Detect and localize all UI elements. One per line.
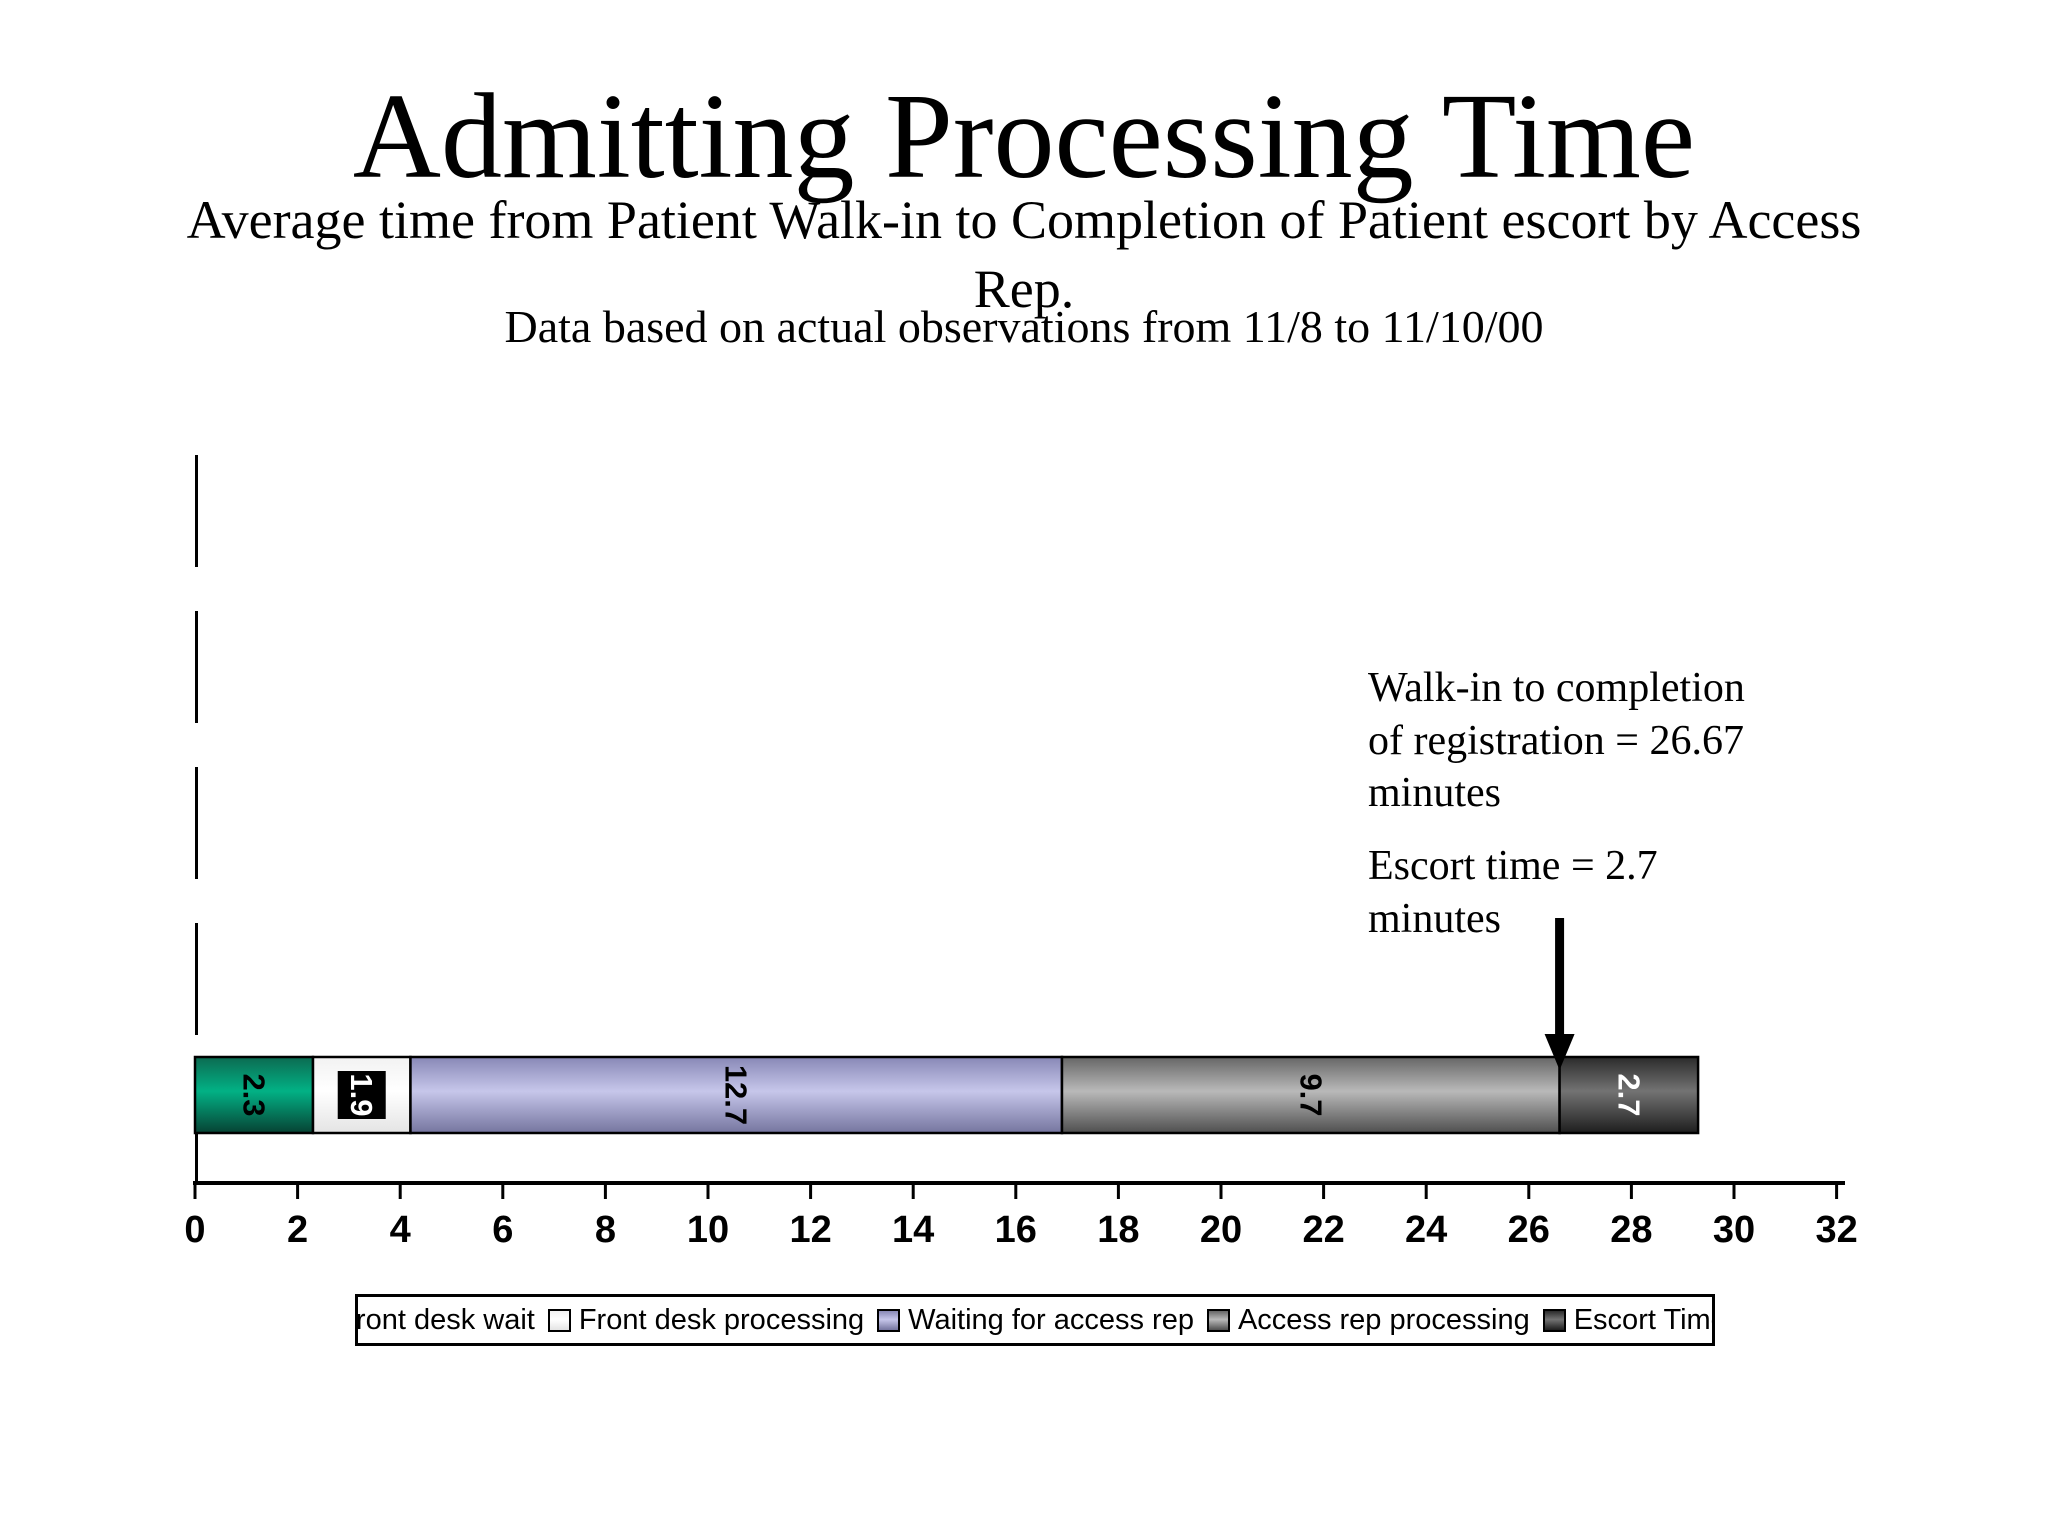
x-axis-tick-label: 8 xyxy=(595,1209,616,1251)
page-title: Admitting Processing Time xyxy=(352,69,1696,204)
x-axis-tick-label: 20 xyxy=(1200,1209,1242,1251)
legend-item-front-desk-processing: Front desk processing xyxy=(547,1303,865,1337)
x-axis-tick-label: 32 xyxy=(1815,1209,1857,1251)
data-note: Data based on actual observations from 1… xyxy=(504,301,1544,352)
bar-segment-value: 9.7 xyxy=(1293,1073,1328,1116)
bar-label-box xyxy=(337,1071,386,1119)
legend-swatch-icon xyxy=(877,1308,901,1332)
legend-label: Front desk processing xyxy=(578,1303,865,1336)
legend-label: Front desk wait xyxy=(355,1303,535,1336)
legend-item-escort-time: Escort Time xyxy=(1542,1303,1715,1337)
bar-segment-escort-time xyxy=(1558,1055,1700,1135)
arrow-shaft xyxy=(1555,918,1565,1036)
x-axis-tick-label: 10 xyxy=(687,1209,729,1251)
legend-label: Escort Time xyxy=(1573,1303,1715,1336)
legend-swatch-icon xyxy=(547,1308,571,1332)
page-subtitle: Average time from Patient Walk-in to Com… xyxy=(186,190,1862,320)
x-axis-tick-label: 2 xyxy=(287,1209,308,1251)
bar-segment-value: 2.7 xyxy=(1611,1073,1646,1116)
legend-swatch-icon xyxy=(1542,1308,1566,1332)
x-axis-tick-label: 14 xyxy=(892,1209,934,1251)
bar-segment-front-desk-wait xyxy=(193,1055,315,1135)
legend-swatch-icon xyxy=(1206,1308,1230,1332)
annotation-registration: Walk-in to completion of registration = … xyxy=(1368,665,1745,816)
x-axis-tick-label: 22 xyxy=(1302,1209,1344,1251)
x-axis-tick-label: 28 xyxy=(1610,1209,1652,1251)
bar-segment-value: 2.3 xyxy=(236,1073,271,1116)
arrow-head-icon xyxy=(1544,1034,1575,1070)
bar-segment-value: 12.7 xyxy=(719,1065,754,1125)
legend-label: Access rep processing xyxy=(1237,1303,1530,1336)
x-axis-tick-label: 24 xyxy=(1405,1209,1447,1251)
x-axis-tick-label: 30 xyxy=(1713,1209,1755,1251)
x-axis-tick-label: 16 xyxy=(995,1209,1037,1251)
annotation-escort: Escort time = 2.7 minutes xyxy=(1368,843,1658,942)
legend-item-front-desk-wait: Front desk wait xyxy=(355,1303,535,1337)
legend-item-access-rep-processing: Access rep processing xyxy=(1206,1303,1530,1337)
legend-label: Waiting for access rep xyxy=(908,1303,1194,1336)
bar-segment-value: 1.9 xyxy=(344,1073,379,1116)
x-axis-tick-label: 6 xyxy=(492,1209,513,1251)
x-axis-tick-label: 0 xyxy=(184,1209,205,1251)
x-axis-tick-label: 26 xyxy=(1508,1209,1550,1251)
bar-segment-access-rep-processing xyxy=(1060,1055,1561,1135)
x-axis-tick-label: 18 xyxy=(1097,1209,1139,1251)
x-axis-tick-label: 4 xyxy=(390,1209,411,1251)
chart-legend: Front desk wait Front desk processing Wait… xyxy=(355,1294,1715,1346)
legend-item-waiting-for-access-rep: Waiting for access rep xyxy=(877,1304,1194,1337)
x-axis-tick-label: 12 xyxy=(789,1209,831,1251)
